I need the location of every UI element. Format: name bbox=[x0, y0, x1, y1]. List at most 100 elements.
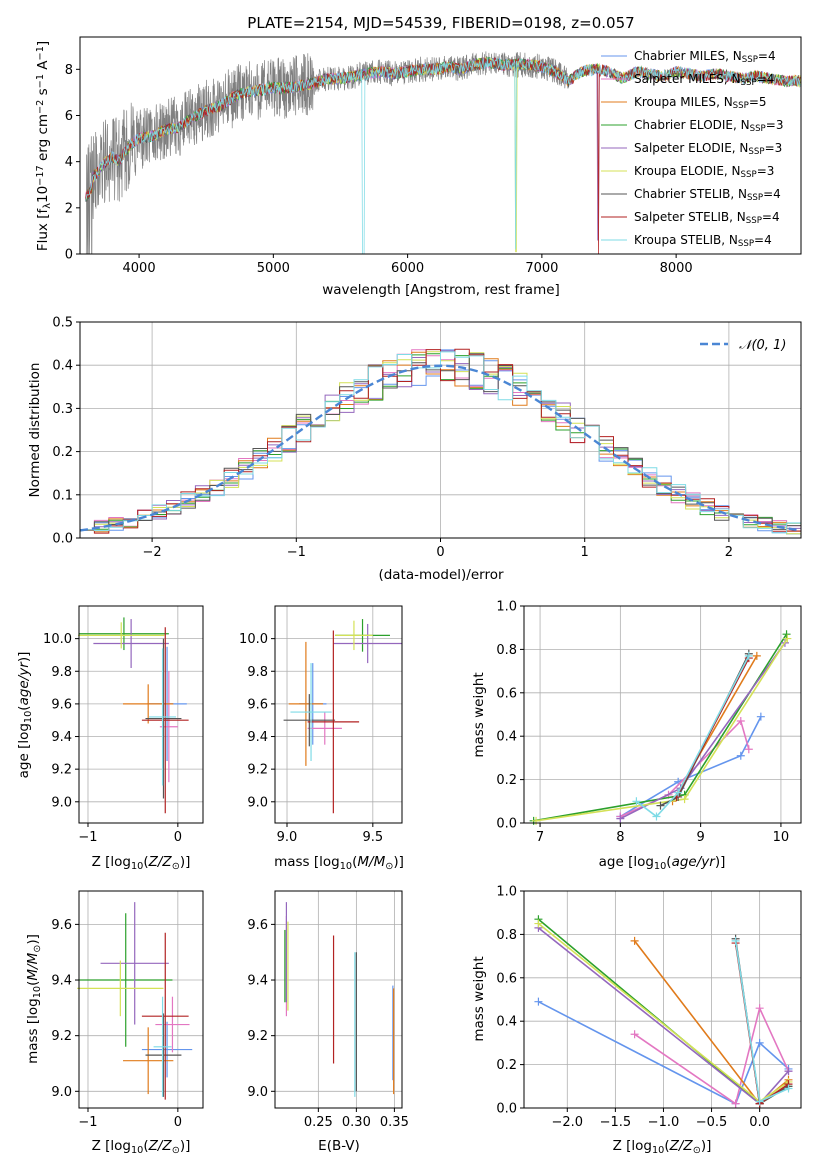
weight-marker bbox=[784, 1084, 793, 1093]
y-tick-label: 0 bbox=[65, 248, 73, 263]
y-tick-label: 0.0 bbox=[496, 1102, 517, 1117]
legend-entry-label: Salpeter MILES, NSSP=4 bbox=[634, 72, 774, 88]
x-tick-label: −1 bbox=[78, 830, 97, 845]
y-tick-label: 0.0 bbox=[496, 817, 517, 832]
errorbar-point bbox=[153, 996, 172, 1097]
axes-frame bbox=[274, 890, 403, 1109]
age-weight-axes: 7 8 9 10 0.0 0.2 0.4 0.6 0.8 1.0 bbox=[496, 600, 802, 845]
y-tick-label: 9.2 bbox=[51, 763, 72, 778]
y-tick-label: 9.4 bbox=[51, 974, 72, 989]
spectrum-legend: Chabrier MILES, NSSP=4 Salpeter MILES, NS… bbox=[601, 49, 783, 249]
y-tick-label: 0.2 bbox=[496, 1058, 517, 1073]
x-tick-label: −2.0 bbox=[551, 1115, 583, 1130]
y-tick-label: 0.6 bbox=[496, 971, 517, 986]
x-tick-label: 4000 bbox=[123, 261, 156, 276]
x-axis-label: mass [log10(M/M⊙)] bbox=[274, 854, 404, 872]
errorbar-point bbox=[333, 623, 402, 664]
errorbar-point bbox=[141, 627, 189, 814]
x-tick-label: −1.5 bbox=[600, 1115, 632, 1130]
z-age-plot-area bbox=[78, 617, 189, 814]
errorbar-point bbox=[100, 902, 169, 1025]
residuals-plot-area bbox=[79, 348, 802, 535]
y-tick-label: 0.4 bbox=[496, 1015, 517, 1030]
y-tick-label: 0.3 bbox=[52, 402, 73, 417]
x-tick-label: −1.0 bbox=[648, 1115, 680, 1130]
y-axis-label: Normed distribution bbox=[27, 363, 43, 498]
y-tick-label: 9.8 bbox=[51, 665, 72, 680]
legend-entry-label: Chabrier ELODIE, NSSP=3 bbox=[634, 118, 783, 134]
weight-marker bbox=[680, 795, 689, 804]
x-tick-label: 0.30 bbox=[342, 1115, 371, 1130]
x-tick-label: 9.0 bbox=[277, 830, 298, 845]
y-tick-label: 6 bbox=[65, 109, 73, 124]
errorbar-point bbox=[77, 960, 164, 1017]
y-tick-label: 9.2 bbox=[247, 1029, 268, 1044]
x-tick-label: 8000 bbox=[660, 261, 693, 276]
errorbar-point bbox=[283, 694, 336, 747]
weight-marker bbox=[744, 651, 753, 660]
weight-marker bbox=[755, 1004, 764, 1013]
weight-marker bbox=[782, 630, 791, 639]
y-axis-label: mass weight bbox=[471, 672, 487, 757]
weight-marker bbox=[736, 751, 745, 760]
y-tick-label: 0.2 bbox=[52, 445, 73, 460]
legend-entry-label: Salpeter STELIB, NSSP=4 bbox=[634, 210, 780, 226]
y-tick-label: 9.4 bbox=[247, 730, 268, 745]
y-tick-label: 0.0 bbox=[52, 532, 73, 547]
x-axis-label: Z [log10(Z/Z⊙)] bbox=[92, 1138, 191, 1156]
weight-marker bbox=[731, 1099, 740, 1108]
x-tick-label: 0 bbox=[174, 1115, 182, 1130]
weight-series bbox=[731, 936, 793, 1106]
x-axis-label: E(B-V) bbox=[318, 1138, 360, 1154]
z-age-axes: −1 0 9.0 9.2 9.4 9.6 9.8 10.0 bbox=[43, 605, 204, 845]
residuals-axes: −2 −1 0 1 2 0.0 0.1 0.2 0.3 0.4 0.5 bbox=[52, 316, 802, 560]
axes-frame bbox=[523, 605, 802, 824]
y-tick-label: 9.6 bbox=[51, 918, 72, 933]
y-tick-label: 0.5 bbox=[52, 316, 73, 331]
weight-marker bbox=[616, 814, 625, 823]
y-axis-label: mass [log10(M/M⊙)] bbox=[25, 934, 43, 1064]
x-axis-label: age [log10(age/yr)] bbox=[599, 854, 726, 872]
x-tick-label: 2 bbox=[725, 545, 733, 560]
errorbar-point bbox=[79, 617, 169, 651]
legend-entry-label: Chabrier MILES, NSSP=4 bbox=[634, 49, 776, 65]
y-tick-label: 0.4 bbox=[496, 730, 517, 745]
z-weight-plot-area bbox=[534, 915, 793, 1108]
y-tick-label: 8 bbox=[65, 63, 73, 78]
weight-marker bbox=[630, 1030, 639, 1039]
x-axis-label: Z [log10(Z/Z⊙)] bbox=[613, 1138, 712, 1156]
legend-entry-label: Chabrier STELIB, NSSP=4 bbox=[634, 187, 781, 203]
errorbar-point bbox=[93, 619, 169, 668]
x-tick-label: 0.25 bbox=[304, 1115, 333, 1130]
ebv-mass-axes: 0.25 0.30 0.35 9.0 9.2 9.4 9.6 bbox=[247, 890, 409, 1130]
normal-distribution-curve bbox=[79, 364, 802, 532]
x-axis-label: wavelength [Angstrom, rest frame] bbox=[322, 282, 560, 298]
ebv-mass-plot-area bbox=[284, 902, 395, 1097]
age-weight-plot-area bbox=[529, 630, 792, 825]
y-tick-label: 9.0 bbox=[51, 1085, 72, 1100]
x-tick-label: 0 bbox=[174, 830, 182, 845]
axes-frame bbox=[79, 36, 802, 255]
errorbar-point bbox=[335, 620, 373, 651]
x-tick-label: −0.5 bbox=[696, 1115, 728, 1130]
y-tick-label: 0.1 bbox=[52, 488, 73, 503]
y-tick-label: 9.2 bbox=[51, 1029, 72, 1044]
z-weight-axes: −2.0 −1.5 −1.0 −0.5 0.0 0.0 0.2 0.4 0.6 0.8 1.0 bbox=[496, 885, 802, 1130]
errorbar-point bbox=[307, 630, 360, 814]
y-tick-label: 9.0 bbox=[247, 1085, 268, 1100]
weight-marker bbox=[534, 997, 543, 1006]
legend-entry-label: 𝒩(0, 1) bbox=[739, 338, 786, 353]
y-tick-label: 0.2 bbox=[496, 773, 517, 788]
weight-marker bbox=[756, 712, 765, 721]
weight-marker bbox=[744, 745, 753, 754]
errorbar-point bbox=[307, 712, 342, 745]
weight-line bbox=[634, 1005, 790, 1106]
weight-marker bbox=[630, 936, 639, 945]
chart-title: PLATE=2154, MJD=54539, FIBERID=0198, z=0… bbox=[247, 14, 634, 32]
weight-marker bbox=[755, 1097, 764, 1106]
weight-marker bbox=[752, 651, 761, 660]
weight-marker bbox=[656, 801, 665, 810]
y-tick-label: 0.6 bbox=[496, 686, 517, 701]
